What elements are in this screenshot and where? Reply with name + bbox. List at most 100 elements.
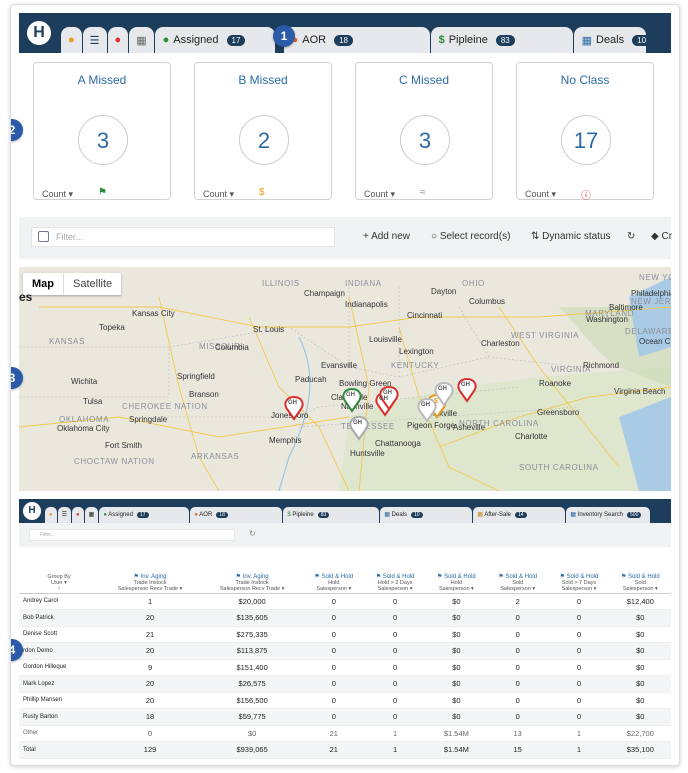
tab-deals[interactable]: ▦ Deals 10 xyxy=(380,507,473,523)
table-row[interactable]: Other 0 $0 21 1 $1.54M 13 1 $22,700 xyxy=(19,725,671,742)
tab-assigned[interactable]: ● Assigned 17 xyxy=(154,27,275,53)
table-cell[interactable]: $0 xyxy=(609,626,671,643)
table-cell[interactable]: 0 xyxy=(487,708,549,726)
table-cell[interactable]: 0 xyxy=(364,692,426,709)
column-header[interactable]: ⚑ Inv. Aging Trade Instock Salesperson Rec… xyxy=(99,551,202,594)
table-cell[interactable]: 0 xyxy=(548,593,610,610)
tab-pipeline[interactable]: $ Pipleine 83 xyxy=(430,27,573,53)
column-header[interactable]: ⚑ Inv. Aging Trade Instock Salesperson Rec… xyxy=(201,551,304,594)
table-cell[interactable]: 0 xyxy=(548,626,610,643)
table-cell[interactable]: $35,100 xyxy=(609,741,671,759)
card-no-class[interactable]: No Class 17 Count ▾ ⓘ xyxy=(516,62,654,202)
table-cell[interactable]: 20 xyxy=(99,675,202,693)
table-cell[interactable]: $0 xyxy=(425,642,488,660)
table-cell[interactable]: 0 xyxy=(364,626,426,643)
table-cell[interactable]: $0 xyxy=(609,708,671,726)
table-cell[interactable]: 0 xyxy=(548,708,610,726)
table-row[interactable]: Andrey Carol 1 $20,000 0 0 $0 2 0 $12,400 xyxy=(19,593,671,610)
table-cell[interactable]: 0 xyxy=(487,642,549,660)
table-cell[interactable]: 20 xyxy=(99,642,202,660)
app-logo[interactable]: H xyxy=(23,502,41,520)
tab-inventory-search[interactable]: ▦ Inventory Search 500 xyxy=(566,507,651,523)
table-cell[interactable]: $0 xyxy=(425,609,488,627)
table-cell[interactable]: $26,575 xyxy=(201,675,304,693)
table-cell[interactable]: $22,700 xyxy=(609,725,671,742)
table-cell[interactable]: $20,000 xyxy=(201,593,304,610)
table-cell[interactable]: 0 xyxy=(364,642,426,660)
table-cell[interactable]: $0 xyxy=(609,642,671,660)
select-records-button[interactable]: ○ Select record(s) xyxy=(431,231,510,242)
column-header[interactable]: ⚑ Sold & Hold Hold Salesperson ▾ xyxy=(303,551,365,594)
refresh-button[interactable]: ↻ xyxy=(627,231,635,242)
table-cell[interactable]: $0 xyxy=(609,692,671,709)
card-a-missed[interactable]: A Missed 3 Count ▾ ⚑ xyxy=(33,62,171,200)
tab-pipeline[interactable]: $ Pipleine 83 xyxy=(283,507,380,523)
table-cell[interactable]: $113,875 xyxy=(201,642,304,660)
map-view[interactable]: Map Satellite es ILLINOIS INDIANA OHIO K… xyxy=(19,267,671,491)
count-dropdown[interactable]: Count ▾ xyxy=(42,189,74,199)
table-cell[interactable]: 15 xyxy=(487,741,549,759)
tab-aor[interactable]: ● AOR 18 xyxy=(283,27,430,53)
table-cell[interactable]: 18 xyxy=(99,708,202,726)
table-cell[interactable]: 0 xyxy=(303,659,365,676)
card-c-missed[interactable]: C Missed 3 Count ▾ ≈ xyxy=(355,62,493,200)
table-cell[interactable]: $1.54M xyxy=(425,741,488,759)
table-cell[interactable]: 0 xyxy=(548,642,610,660)
table-row[interactable]: Rusty Barton 18 $59,775 0 0 $0 0 0 $0 xyxy=(19,708,671,726)
table-cell[interactable]: 0 xyxy=(487,675,549,693)
column-header[interactable]: ⚑ Sold & Hold Hold Salesperson ▾ xyxy=(425,551,488,594)
table-cell[interactable]: $0 xyxy=(425,593,488,610)
table-cell[interactable]: $156,500 xyxy=(201,692,304,709)
table-row[interactable]: rdon Demo 20 $113,875 0 0 $0 0 0 $0 xyxy=(19,642,671,660)
tab-list[interactable]: ☰ xyxy=(82,27,107,53)
table-cell[interactable]: 20 xyxy=(99,609,202,627)
count-dropdown[interactable]: Count ▾ xyxy=(364,189,396,199)
map-toggle-satellite[interactable]: Satellite xyxy=(73,278,113,290)
table-cell[interactable]: 21 xyxy=(303,741,365,759)
table-cell[interactable]: $0 xyxy=(201,725,304,742)
table-cell[interactable]: 1 xyxy=(364,725,426,742)
tab-calendar[interactable]: ▦ xyxy=(129,27,154,53)
tab-notifications[interactable]: ● xyxy=(45,507,57,523)
column-header[interactable]: ⚑ Sold & Hold Sold > 7 Days Salesperson ▾ xyxy=(548,551,610,594)
table-cell[interactable]: $0 xyxy=(609,609,671,627)
table-cell[interactable]: 0 xyxy=(548,659,610,676)
table-cell[interactable]: $12,400 xyxy=(609,593,671,610)
tab-map[interactable]: ● xyxy=(72,507,84,523)
table-cell[interactable]: 0 xyxy=(303,708,365,726)
tab-assigned[interactable]: ● Assigned 17 xyxy=(99,507,190,523)
table-cell[interactable]: 0 xyxy=(364,593,426,610)
bottom-filter-input[interactable]: Filter... xyxy=(29,529,235,541)
cr-button[interactable]: ◆ Cr xyxy=(651,231,672,242)
table-cell[interactable]: 0 xyxy=(303,675,365,693)
column-header[interactable]: ⚑ Sold & Hold Sold Salesperson ▾ xyxy=(487,551,549,594)
map-toggle-map[interactable]: Map xyxy=(23,273,64,295)
tab-deals[interactable]: ▦ Deals 10 xyxy=(573,27,652,53)
table-row[interactable]: Gordon Hilleque 9 $151,400 0 0 $0 0 0 $0 xyxy=(19,659,671,676)
table-row[interactable]: Bob Patrick 20 $135,605 0 0 $0 0 0 $0 xyxy=(19,609,671,627)
table-cell[interactable]: $0 xyxy=(425,692,488,709)
table-cell[interactable]: $939,065 xyxy=(201,741,304,759)
table-row[interactable]: Mark Lopez 20 $26,575 0 0 $0 0 0 $0 xyxy=(19,675,671,693)
table-cell[interactable]: $0 xyxy=(425,626,488,643)
table-cell[interactable]: 13 xyxy=(487,725,549,742)
table-cell[interactable]: $0 xyxy=(609,675,671,693)
table-cell[interactable]: $1.54M xyxy=(425,725,488,742)
tab-aor[interactable]: ● AOR 18 xyxy=(190,507,283,523)
column-header[interactable]: ⚑ Sold & Hold Hold > 2 Days Salesperson ▾ xyxy=(364,551,426,594)
table-cell[interactable]: 0 xyxy=(548,609,610,627)
table-cell[interactable]: 9 xyxy=(99,659,202,676)
table-cell[interactable]: 129 xyxy=(99,741,202,759)
table-cell[interactable]: $0 xyxy=(425,708,488,726)
table-cell[interactable]: 1 xyxy=(548,741,610,759)
table-cell[interactable]: 0 xyxy=(364,708,426,726)
table-cell[interactable]: 0 xyxy=(487,692,549,709)
table-cell[interactable]: 0 xyxy=(487,659,549,676)
table-cell[interactable]: $275,335 xyxy=(201,626,304,643)
table-cell[interactable]: 0 xyxy=(548,692,610,709)
table-cell[interactable]: 0 xyxy=(548,675,610,693)
tab-calendar[interactable]: ▦ xyxy=(84,507,99,523)
table-row[interactable]: Phillip Mansen 20 $156,500 0 0 $0 0 0 $0 xyxy=(19,692,671,709)
filter-input[interactable]: Filter... xyxy=(31,227,335,247)
table-cell[interactable]: 21 xyxy=(303,725,365,742)
